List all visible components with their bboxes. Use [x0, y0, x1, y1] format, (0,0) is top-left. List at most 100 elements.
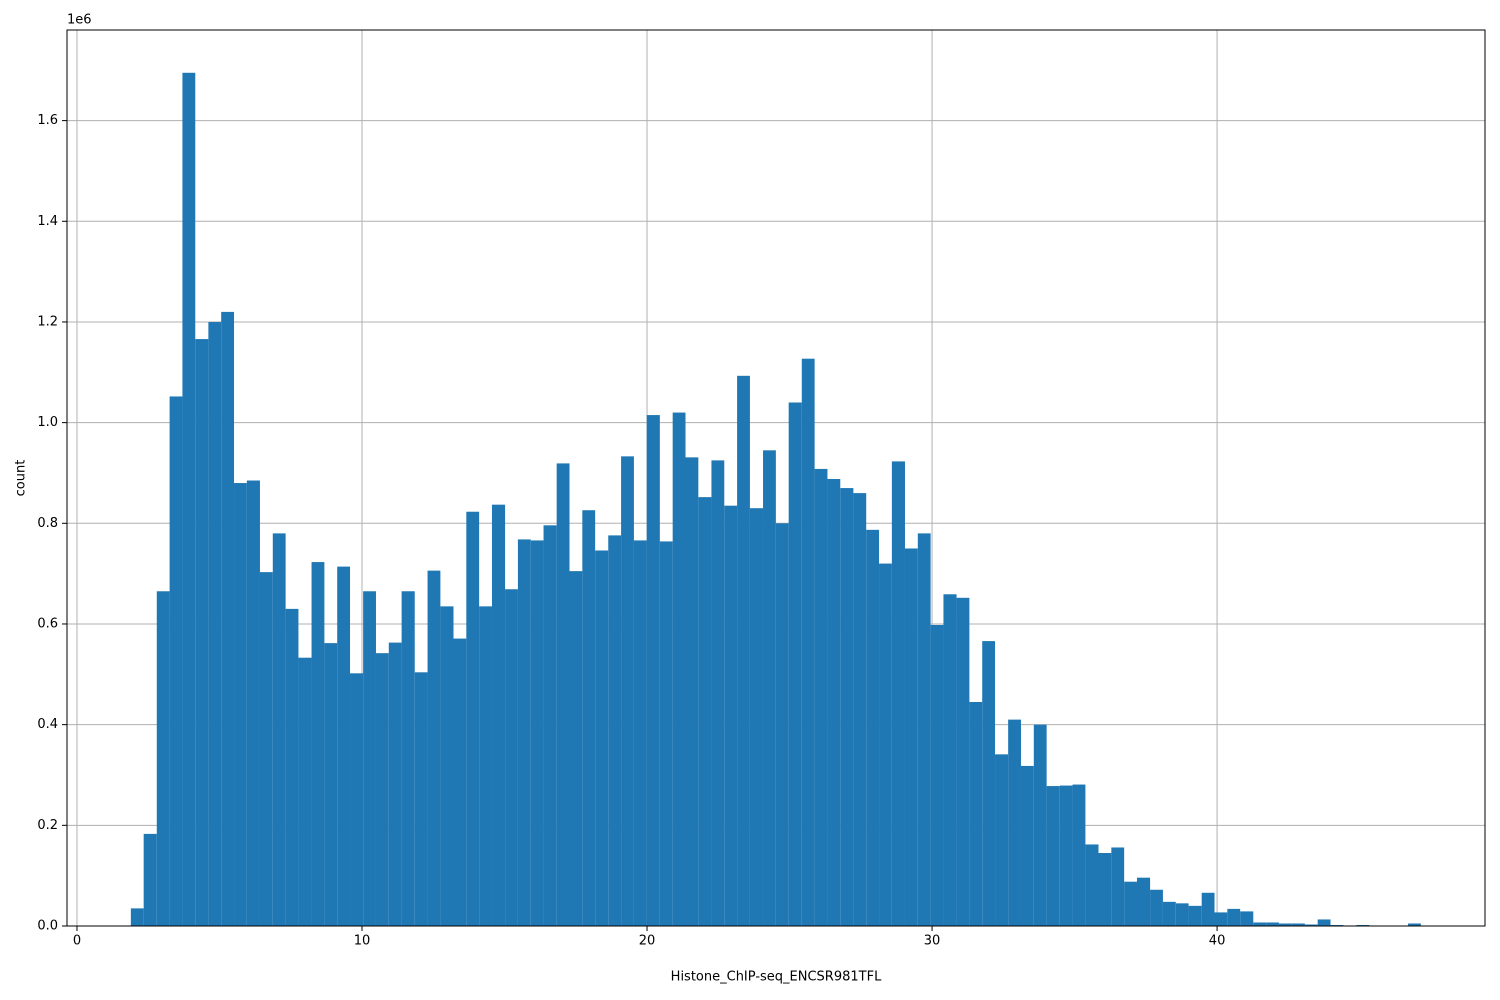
bar [1214, 912, 1228, 926]
x-tick-label: 40 [1209, 934, 1226, 949]
bar [891, 461, 905, 926]
bar [685, 457, 699, 926]
bar [866, 529, 880, 926]
bar [1240, 911, 1254, 926]
bar [530, 540, 544, 926]
bar [956, 597, 970, 926]
bar [388, 642, 402, 926]
bar [711, 460, 725, 926]
bar [621, 456, 634, 926]
bar [1008, 719, 1021, 926]
bar [556, 463, 570, 926]
bar [246, 480, 260, 926]
bar [1033, 724, 1047, 926]
bar [363, 591, 376, 926]
y-tick-label: 0.0 [37, 919, 58, 934]
bar [156, 591, 170, 926]
y-axis-label: count [14, 460, 29, 497]
bar [1304, 924, 1318, 926]
bar [195, 339, 209, 926]
bar [517, 539, 531, 926]
bar [917, 533, 931, 926]
bar [1059, 785, 1073, 926]
bar [646, 415, 660, 926]
bar [982, 641, 996, 926]
bar [1188, 905, 1202, 926]
bar [272, 533, 286, 926]
y-tick-label: 0.8 [37, 516, 58, 531]
x-tick-label: 30 [924, 934, 941, 949]
bar [698, 497, 712, 926]
bar [1124, 881, 1137, 926]
bar [827, 479, 841, 926]
bar [814, 468, 828, 926]
bar [595, 550, 609, 926]
bar [298, 657, 312, 926]
x-tick-label: 10 [354, 934, 371, 949]
bar [582, 510, 596, 926]
bar [608, 535, 622, 926]
bar [969, 702, 983, 926]
bar [350, 673, 364, 926]
bar [724, 505, 738, 926]
bar [311, 562, 325, 926]
y-tick-label: 0.6 [37, 616, 58, 631]
bar [904, 548, 918, 926]
bar [1227, 908, 1241, 926]
bar [1136, 877, 1151, 926]
bar [414, 672, 428, 926]
bar [1356, 924, 1370, 926]
x-tick-label: 20 [639, 934, 656, 949]
bar [466, 511, 480, 926]
plot-frame [66, 29, 1486, 927]
bar [130, 908, 144, 926]
y-tick-label: 0.4 [37, 717, 58, 732]
bar [182, 72, 196, 927]
bar [491, 504, 506, 926]
bar [943, 594, 957, 926]
bar [1317, 919, 1331, 926]
bar [285, 608, 299, 926]
bar [569, 571, 583, 926]
bar [763, 450, 776, 926]
bar [324, 643, 338, 926]
bar [1046, 786, 1060, 926]
bar [775, 523, 789, 926]
bar [1291, 923, 1305, 926]
bar [208, 321, 222, 926]
bar [1278, 923, 1292, 926]
bar [234, 483, 247, 926]
bar [672, 412, 686, 927]
bar [749, 508, 764, 926]
y-tick-label: 1.0 [37, 415, 58, 430]
bar [659, 541, 673, 926]
bar [1330, 924, 1344, 926]
bar [1266, 922, 1279, 926]
bar [853, 493, 867, 926]
bar [1085, 844, 1099, 926]
bar [930, 624, 944, 926]
bar [1150, 889, 1163, 926]
bar [1020, 765, 1034, 926]
bar [1408, 923, 1421, 926]
bar [401, 591, 415, 926]
bar [1201, 892, 1215, 926]
y-offset-label: 1e6 [67, 13, 92, 28]
y-tick-label: 1.2 [37, 314, 58, 329]
bar [1072, 784, 1086, 926]
bar [879, 563, 892, 926]
bar [840, 488, 854, 926]
bar [375, 653, 389, 926]
bar [1098, 853, 1112, 926]
bar [1253, 922, 1267, 926]
bar [995, 754, 1009, 926]
bar [633, 540, 647, 926]
bar [737, 375, 750, 926]
y-tick-label: 0.2 [37, 818, 58, 833]
bar [479, 606, 492, 926]
bar [1111, 847, 1125, 926]
bar [427, 570, 441, 926]
bar [1175, 903, 1189, 926]
bar [259, 572, 273, 926]
